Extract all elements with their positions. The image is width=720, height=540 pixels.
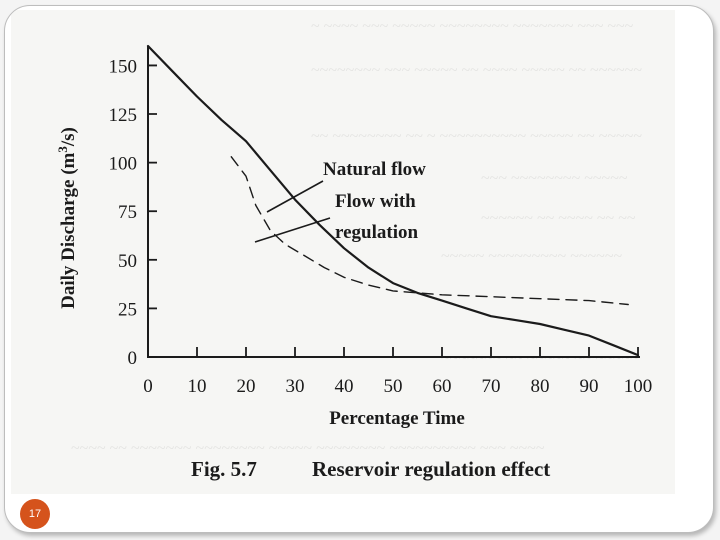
- x-tick-label-20: 20: [237, 376, 256, 397]
- series-line-natural-flow: [146, 44, 640, 357]
- series-line-regulated-flow: [230, 156, 629, 306]
- x-tick-label-90: 90: [580, 376, 599, 397]
- leader-line-regulated-flow: [254, 217, 331, 243]
- y-tick-label-0: 0: [128, 348, 138, 369]
- y-tick-label-150: 150: [109, 56, 138, 77]
- annotation-flow-with: Flow with: [335, 191, 416, 212]
- discharge-duration-chart: 0 25 50 75 100 125 150 0 10 20 30 40 50 60 70 80 90 100 P…: [55, 44, 653, 481]
- chart-series: [146, 44, 640, 357]
- y-tick-label-75: 75: [118, 202, 137, 223]
- chart-axes: 0 25 50 75 100 125 150 0 10 20 30 40 50 60 70 80 90 100: [109, 46, 653, 397]
- x-tick-label-0: 0: [143, 376, 153, 397]
- y-axis-title-superscript: 3: [55, 146, 70, 153]
- bleed-through-text: ~~~~ ~~ ~~~~~~~ ~~~~~~~~ ~~~~~ ~~~~~~~~ …: [71, 440, 545, 457]
- figure-caption-label: Fig. 5.7: [191, 457, 257, 481]
- x-tick-label-30: 30: [286, 376, 305, 397]
- annotation-regulation: regulation: [335, 222, 418, 243]
- y-axis-title-end: /s): [58, 127, 79, 147]
- x-tick-label-70: 70: [482, 376, 501, 397]
- x-tick-label-40: 40: [335, 376, 354, 397]
- y-axis-title-main: Daily Discharge (m: [58, 152, 79, 308]
- x-tick-label-80: 80: [531, 376, 550, 397]
- y-axis-title: Daily Discharge (m3/s): [55, 127, 79, 309]
- figure-caption-text: Reservoir regulation effect: [312, 457, 550, 481]
- bleed-through-text: ~~~~~ ~~~~~~~~~ ~~~~~~: [441, 248, 623, 265]
- x-tick-label-10: 10: [188, 376, 207, 397]
- y-tick-label-25: 25: [118, 299, 137, 320]
- x-tick-label-100: 100: [624, 376, 653, 397]
- bleed-through-text: ~~ ~~~~~~~~ ~~ ~ ~~~~~~~~~~ ~~~~~ ~~ ~~~…: [311, 128, 642, 145]
- bleed-through-text: ~~~~~~~~ ~~~ ~~~~~ ~~ ~~~~ ~~~~~ ~~ ~~~~…: [311, 62, 642, 79]
- x-tick-label-60: 60: [433, 376, 452, 397]
- leader-line-natural-flow: [266, 180, 324, 213]
- y-tick-label-100: 100: [109, 154, 138, 175]
- page-number-badge: 17: [20, 499, 50, 529]
- y-tick-label-125: 125: [109, 105, 138, 126]
- bleed-through-text: ~~~ ~~~~~~~~ ~~~~~: [481, 170, 628, 187]
- bleed-through-text: ~~~~~~ ~~ ~~~~ ~~ ~~: [481, 210, 636, 227]
- x-axis-title: Percentage Time: [329, 408, 465, 429]
- annotation-natural-flow: Natural flow: [323, 159, 426, 180]
- y-tick-label-50: 50: [118, 251, 137, 272]
- bleed-through-text: ~ ~~~~ ~~~ ~~~~~ ~~~~~~~~ ~~~~~~~ ~~~ ~~…: [311, 18, 634, 35]
- x-tick-label-50: 50: [384, 376, 403, 397]
- slide: ~ ~~~~ ~~~ ~~~~~ ~~~~~~~~ ~~~~~~~ ~~~ ~~…: [4, 5, 714, 533]
- scanned-page: ~ ~~~~ ~~~ ~~~~~ ~~~~~~~~ ~~~~~~~ ~~~ ~~…: [11, 10, 675, 494]
